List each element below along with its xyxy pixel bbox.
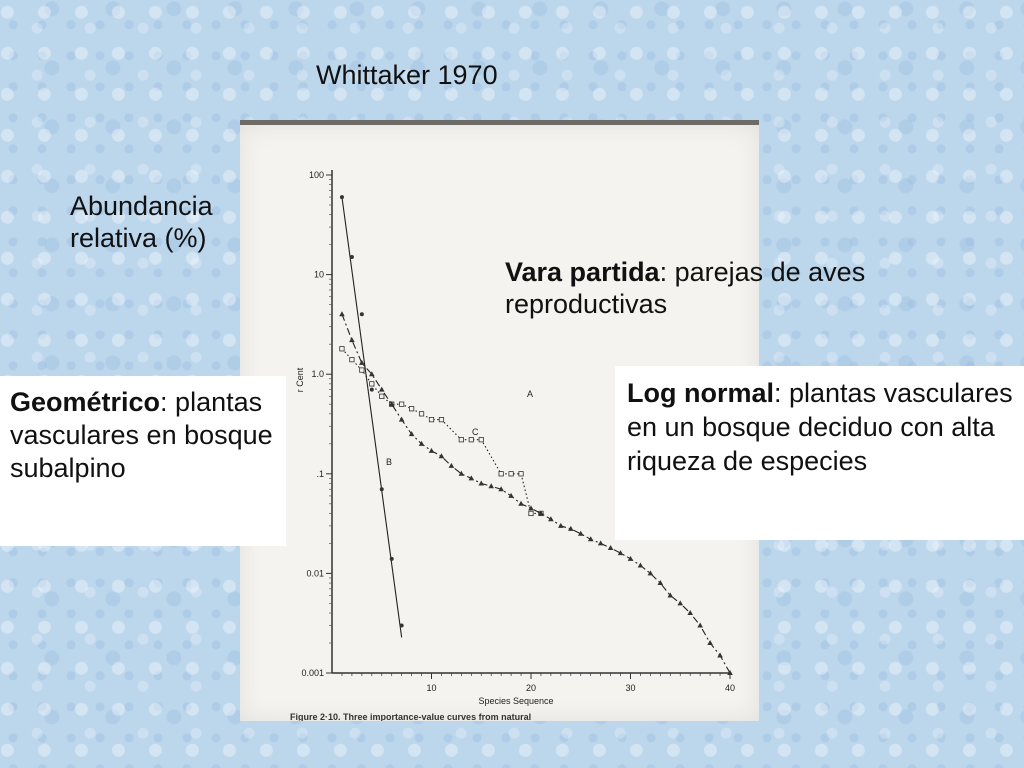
series-C-point bbox=[359, 359, 365, 365]
series-C-point bbox=[518, 500, 524, 506]
x-tick-label: 30 bbox=[625, 683, 635, 693]
series-A-point bbox=[418, 411, 425, 417]
x-axis-label: Species Sequence bbox=[478, 696, 553, 706]
series-C-curve bbox=[341, 314, 731, 674]
series-A-point bbox=[349, 357, 355, 363]
series-C-point bbox=[468, 475, 475, 481]
series-B-point bbox=[379, 487, 384, 492]
series-C-point bbox=[538, 510, 544, 516]
series-A-point bbox=[508, 471, 514, 477]
series-C-point bbox=[388, 401, 395, 407]
figure-caption: Figure 2·10. Three importance-value curv… bbox=[290, 712, 531, 721]
series-A-point bbox=[359, 367, 365, 373]
series-C-point bbox=[498, 486, 504, 492]
series-C-point bbox=[647, 570, 654, 576]
series-C-point bbox=[667, 592, 674, 598]
annotation-vara-text: : parejas de aves reproductivas bbox=[505, 257, 866, 319]
series-A-point bbox=[498, 471, 504, 477]
y-tick-label: 10 bbox=[314, 270, 324, 280]
series-C-point bbox=[349, 337, 355, 343]
series-C-point bbox=[398, 416, 405, 422]
series-C-point bbox=[727, 670, 733, 675]
x-tick-label: 40 bbox=[725, 683, 735, 693]
series-A-point bbox=[339, 346, 345, 352]
series-C-point bbox=[657, 580, 664, 586]
slide-title: Whittaker 1970 bbox=[316, 60, 498, 90]
series-C-point bbox=[438, 453, 445, 459]
series-A-point bbox=[468, 437, 474, 443]
series-B-point bbox=[349, 255, 354, 260]
series-C-point bbox=[568, 525, 574, 531]
series-C-point bbox=[508, 492, 514, 498]
series-A-point bbox=[528, 510, 534, 517]
series-B-curve bbox=[341, 197, 403, 638]
x-tick-label: 20 bbox=[526, 683, 536, 693]
series-B-point bbox=[359, 312, 364, 317]
series-C-point bbox=[637, 562, 644, 568]
annotation-geometric-title: Geométrico bbox=[10, 387, 161, 417]
y-tick-label: 100 bbox=[309, 170, 324, 180]
annotation-lognormal-text: : plantas vasculares en un bosque decidu… bbox=[627, 378, 1013, 476]
series-A-label: A bbox=[527, 389, 533, 399]
series-C-point bbox=[418, 440, 425, 446]
series-A-point bbox=[478, 437, 484, 443]
series-C-point bbox=[458, 470, 465, 476]
series-C-point bbox=[528, 505, 534, 511]
x-tick-label: 10 bbox=[426, 683, 436, 693]
series-C-point bbox=[707, 640, 713, 646]
y-tick-label: 0.001 bbox=[301, 668, 324, 678]
annotation-vara-title: Vara partida bbox=[505, 257, 660, 287]
y-tick-label: .1 bbox=[316, 469, 324, 479]
series-C-point bbox=[717, 652, 723, 658]
series-C-point bbox=[687, 610, 693, 616]
y-tick-label: 1.0 bbox=[311, 369, 324, 379]
series-A-point bbox=[518, 471, 524, 477]
y-axis-label: r Cent bbox=[295, 367, 305, 392]
series-C-point bbox=[339, 311, 345, 317]
series-B-point bbox=[389, 556, 394, 561]
series-A-point bbox=[399, 401, 405, 407]
series-C-point bbox=[558, 522, 564, 528]
series-A-point bbox=[408, 406, 415, 412]
series-C-point bbox=[577, 530, 584, 536]
series-C-point bbox=[428, 447, 435, 453]
annotation-lognormal: Log normal: plantas vasculares en un bos… bbox=[615, 366, 1024, 540]
series-A-point bbox=[438, 417, 445, 423]
series-B-point bbox=[339, 195, 344, 200]
series-C-label: C bbox=[472, 427, 479, 437]
series-B-point bbox=[399, 623, 404, 628]
series-C-point bbox=[597, 540, 604, 546]
annotation-geometric: Geométrico: plantas vasculares en bosque… bbox=[0, 376, 286, 546]
series-A-point bbox=[428, 417, 435, 423]
series-C-point bbox=[478, 480, 485, 486]
series-C-point bbox=[378, 386, 385, 392]
series-A-point bbox=[379, 393, 385, 399]
series-C-point bbox=[408, 431, 415, 437]
series-C-point bbox=[697, 622, 703, 628]
y-tick-label: 0.01 bbox=[306, 568, 324, 578]
y-axis-caption: Abundancia relativa (%) bbox=[70, 191, 213, 253]
series-C-point bbox=[607, 544, 614, 550]
annotation-geometric-text: : plantas vasculares en bosque subalpino bbox=[10, 387, 273, 483]
series-C-point bbox=[369, 371, 375, 377]
series-C-point bbox=[677, 600, 684, 606]
series-C-point bbox=[448, 462, 455, 468]
series-A-point bbox=[369, 381, 375, 387]
series-C-point bbox=[548, 516, 554, 522]
series-C-point bbox=[627, 555, 634, 561]
series-C-point bbox=[587, 536, 594, 542]
series-C-point bbox=[488, 483, 494, 489]
rank-abundance-chart: 100 10 1.0 .1 0.01 0.001 10 20 30 40 Species Seque… bbox=[290, 170, 735, 721]
annotation-vara-partida: Vara partida: parejas de aves reproducti… bbox=[505, 256, 905, 320]
series-A-point bbox=[458, 437, 464, 443]
series-B-label: B bbox=[386, 457, 392, 467]
annotation-lognormal-title: Log normal bbox=[627, 378, 774, 408]
series-B-point bbox=[369, 387, 374, 392]
series-C-point bbox=[617, 550, 624, 556]
